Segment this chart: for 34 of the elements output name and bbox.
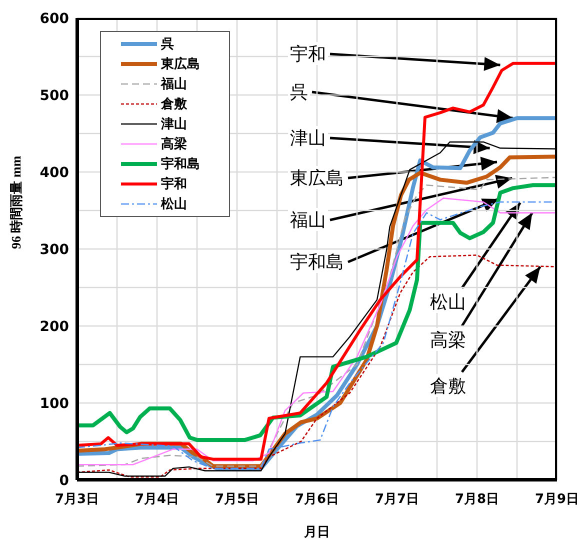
y-tick-label: 300 xyxy=(40,242,70,258)
annotation: 宇和 xyxy=(290,44,326,65)
y-tick-label: 0 xyxy=(59,472,70,489)
annotation: 呉 xyxy=(290,82,308,103)
legend-label: 高梁 xyxy=(161,136,187,153)
y-tick-label: 500 xyxy=(40,88,70,104)
x-tick-label: 7月4日 xyxy=(134,492,180,508)
y-tick-label: 400 xyxy=(40,164,70,181)
x-tick-label: 7月5日 xyxy=(214,492,260,508)
annotation: 津山 xyxy=(290,128,326,149)
y-axis-title: 96 時間雨量 mm xyxy=(8,156,24,249)
y-tick-label: 200 xyxy=(40,318,70,335)
annotation: 松山 xyxy=(430,292,466,313)
legend-label: 呉 xyxy=(161,36,174,53)
legend-label: 宇和島 xyxy=(161,156,200,173)
x-tick-label: 7月7日 xyxy=(374,492,420,508)
annotation: 宇和島 xyxy=(290,252,344,273)
x-axis-title: 月日 xyxy=(303,524,330,539)
legend-label: 宇和 xyxy=(161,176,187,193)
annotation: 倉敷 xyxy=(430,376,466,397)
annotation: 福山 xyxy=(290,210,326,231)
x-tick-label: 7月9日 xyxy=(534,492,580,508)
x-tick-label: 7月6日 xyxy=(294,492,340,508)
legend-label: 福山 xyxy=(161,76,187,93)
x-tick-label: 7月3日 xyxy=(54,492,100,508)
annotation: 高梁 xyxy=(430,330,466,351)
legend-label: 津山 xyxy=(161,116,187,133)
y-tick-label: 100 xyxy=(40,396,70,412)
x-tick-label: 7月8日 xyxy=(454,492,500,508)
legend-label: 倉敷 xyxy=(161,96,187,113)
legend-label: 東広島 xyxy=(161,56,200,73)
legend-label: 松山 xyxy=(161,196,187,213)
annotation: 東広島 xyxy=(290,168,344,189)
y-tick-label: 600 xyxy=(40,10,70,27)
